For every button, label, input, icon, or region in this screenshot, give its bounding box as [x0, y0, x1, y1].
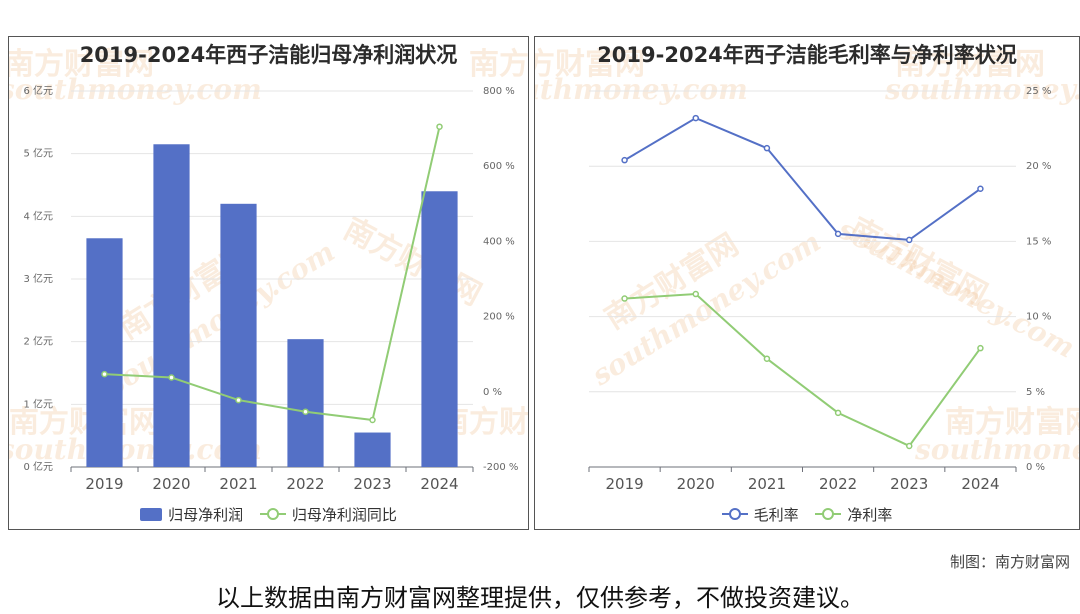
margin-chart-svg: 0 % 5 % 10 % 15 % 20 % 25 % 2019 2020 2021 2022 20…	[588, 86, 1051, 493]
y-tick-label-right: 20 %	[1026, 161, 1051, 172]
bar	[421, 191, 458, 467]
x-tick-label: 2020	[152, 475, 190, 493]
y-tick-label-right: 400 %	[483, 236, 515, 247]
y-tick-label-right: 0 %	[1026, 462, 1045, 473]
legend-label: 毛利率	[753, 505, 799, 524]
data-point	[977, 185, 984, 193]
y-tick-label-right: 15 %	[1026, 236, 1051, 247]
data-point	[621, 295, 628, 302]
data-point	[834, 409, 842, 417]
series-line-yoy	[104, 126, 441, 422]
profit-chart-panel: 南方财富网 southmoney.com 南方财富网 southmoney.co…	[8, 36, 529, 530]
y-tick-label-left: 3 亿元	[23, 272, 53, 285]
y-tick-label-right: 200 %	[483, 312, 515, 323]
bar	[287, 339, 324, 467]
data-point	[235, 396, 242, 404]
y-tick-label-left: 4 亿元	[23, 209, 53, 222]
x-tick-label: 2023	[353, 475, 391, 493]
data-point	[168, 374, 175, 381]
legend-item[interactable]: 毛利率	[721, 504, 799, 525]
legend-item[interactable]: 归母净利润	[140, 504, 243, 525]
x-tick-label: 2019	[85, 475, 123, 493]
chart-legend: 毛利率 净利率	[535, 504, 1079, 526]
data-point	[906, 442, 913, 450]
chart-legend: 归母净利润 归母净利润同比	[9, 504, 528, 526]
bar	[86, 238, 123, 467]
data-point	[692, 114, 699, 122]
y-tick-label-right: -200 %	[483, 462, 518, 473]
x-tick-label: 2021	[219, 475, 257, 493]
x-tick-label: 2022	[286, 475, 324, 493]
bar	[153, 144, 190, 467]
data-point	[101, 370, 108, 378]
data-point	[977, 344, 984, 352]
y-tick-label-left: 0 亿元	[23, 460, 53, 473]
y-tick-label-left: 5 亿元	[23, 147, 53, 160]
data-point	[763, 144, 771, 152]
x-tick-label: 2021	[748, 475, 786, 493]
chart-title: 2019-2024年西子洁能归母净利润状况	[79, 43, 458, 67]
y-tick-label-right: 800 %	[483, 86, 515, 97]
data-point	[302, 408, 309, 415]
legend-label: 归母净利润同比	[291, 505, 397, 524]
profit-chart-svg: 0 亿元 1 亿元 2 亿元 3 亿元 4 亿元 5 亿元 6 亿元 -200 % 0 % 200…	[23, 84, 518, 493]
data-point	[906, 236, 913, 244]
x-tick-label: 2020	[677, 475, 715, 493]
data-point	[692, 290, 699, 298]
legend-item[interactable]: 归母净利润同比	[259, 504, 397, 525]
x-tick-label: 2022	[819, 475, 857, 493]
x-tick-label: 2024	[961, 475, 999, 493]
legend-line-icon	[721, 507, 748, 521]
legend-line-icon	[815, 507, 842, 521]
x-tick-label: 2024	[420, 475, 458, 493]
x-tick-label: 2023	[890, 475, 928, 493]
series-line	[624, 116, 982, 241]
data-point	[834, 230, 842, 238]
legend-bar-icon	[140, 508, 163, 521]
y-tick-label-right: 600 %	[483, 161, 515, 172]
legend-item[interactable]: 净利率	[815, 504, 892, 525]
legend-line-icon	[259, 507, 286, 521]
chart-title: 2019-2024年西子洁能毛利率与净利率状况	[597, 43, 1017, 67]
bar	[354, 432, 391, 467]
chart-credit: 制图：南方财富网	[949, 553, 1070, 571]
y-tick-label-right: 5 %	[1026, 387, 1045, 398]
y-tick-label-right: 25 %	[1026, 86, 1051, 97]
data-point	[369, 416, 376, 424]
data-point	[621, 156, 628, 164]
y-tick-label-right: 0 %	[483, 387, 502, 398]
margin-chart-panel: 南方财富网 southmoney.com 南方财富网 southmoney.co…	[534, 36, 1080, 530]
bar	[220, 203, 257, 468]
y-tick-label-left: 2 亿元	[23, 335, 53, 348]
data-point	[763, 355, 771, 362]
disclaimer: 以上数据由南方财富网整理提供，仅供参考，不做投资建议。	[216, 584, 864, 612]
y-tick-label-left: 1 亿元	[23, 397, 53, 410]
data-point	[436, 123, 443, 130]
y-tick-label-right: 10 %	[1026, 312, 1051, 323]
series-line	[624, 293, 982, 448]
y-tick-label-left: 6 亿元	[23, 84, 53, 97]
x-tick-label: 2019	[605, 475, 643, 493]
legend-label: 归母净利润	[168, 506, 244, 524]
legend-label: 净利率	[847, 505, 893, 524]
